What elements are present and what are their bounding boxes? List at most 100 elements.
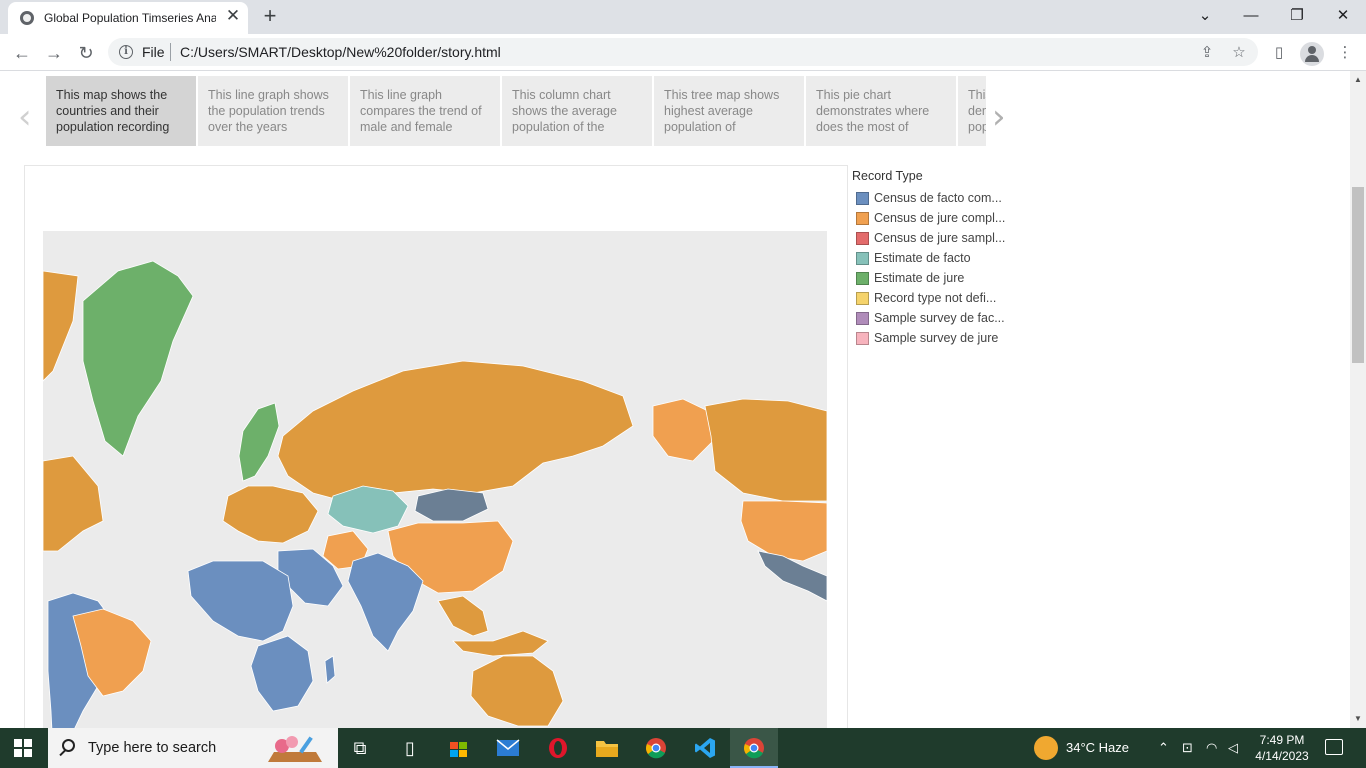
scroll-down-arrow-icon[interactable]: ▼ bbox=[1354, 714, 1362, 723]
search-icon bbox=[62, 739, 75, 752]
profile-avatar-icon[interactable] bbox=[1300, 42, 1324, 66]
clock-time: 7:49 PM bbox=[1259, 733, 1305, 747]
windows-taskbar: Type here to search ⧉ ▯ 34°C Haze ⌃ ⊡ ◠ … bbox=[0, 728, 1366, 768]
microsoft-store-icon[interactable] bbox=[445, 734, 473, 762]
opera-browser-icon[interactable] bbox=[544, 734, 572, 762]
wifi-icon[interactable]: ◠ bbox=[1206, 740, 1218, 755]
legend-item[interactable]: Estimate de jure bbox=[852, 269, 1022, 289]
tab-close-button[interactable]: ✕ bbox=[225, 6, 241, 25]
legend-item[interactable]: Sample survey de jure bbox=[852, 329, 1022, 349]
legend-title: Record Type bbox=[852, 169, 923, 183]
legend-item[interactable]: Census de jure compl... bbox=[852, 209, 1022, 229]
legend-label: Census de jure sampl... bbox=[874, 231, 1006, 245]
task-view-icon[interactable]: ⧉ bbox=[353, 737, 367, 758]
clock-date: 4/14/2023 bbox=[1255, 749, 1309, 763]
story-point-caption: This tree map shows highest average popu… bbox=[664, 88, 780, 134]
legend-label: Estimate de jure bbox=[874, 271, 965, 285]
weather-text[interactable]: 34°C Haze bbox=[1066, 740, 1130, 755]
notification-icon[interactable] bbox=[1325, 739, 1343, 755]
page-scrollbar[interactable]: ▲ ▼ bbox=[1350, 71, 1366, 728]
side-panel-icon[interactable]: ▯ bbox=[1274, 44, 1284, 61]
chrome-icon[interactable] bbox=[642, 734, 670, 762]
globe-icon bbox=[20, 11, 34, 25]
region-southeast-asia bbox=[437, 595, 549, 657]
world-map-svg[interactable] bbox=[43, 231, 827, 728]
reload-button[interactable]: ↻ bbox=[78, 43, 94, 63]
region-kazakhstan bbox=[327, 485, 409, 534]
story-point-2[interactable]: This line graph shows the population tre… bbox=[198, 76, 348, 146]
new-tab-button[interactable]: + bbox=[263, 3, 277, 28]
region-africa-south bbox=[250, 635, 336, 712]
legend-label: Estimate de facto bbox=[874, 251, 971, 265]
share-icon[interactable]: ⇪ bbox=[1200, 44, 1214, 61]
region-scandinavia bbox=[238, 402, 280, 482]
restore-button[interactable]: ❐ bbox=[1290, 7, 1304, 24]
world-map[interactable] bbox=[43, 231, 827, 728]
legend-swatch bbox=[856, 252, 869, 265]
legend-label: Census de facto com... bbox=[874, 191, 1002, 205]
story-point-1[interactable]: This map shows the countries and their p… bbox=[46, 76, 196, 146]
scroll-up-arrow-icon[interactable]: ▲ bbox=[1354, 75, 1362, 84]
minimize-button[interactable]: — bbox=[1243, 7, 1259, 24]
clock[interactable]: 7:49 PM 4/14/2023 bbox=[1252, 732, 1312, 764]
story-point-4[interactable]: This column chart shows the average popu… bbox=[502, 76, 652, 146]
chrome-active-icon[interactable] bbox=[740, 734, 768, 762]
legend-label: Census de jure compl... bbox=[874, 211, 1006, 225]
browser-menu-icon[interactable]: ⋮ bbox=[1337, 44, 1353, 61]
legend-label: Record type not defi... bbox=[874, 291, 997, 305]
mail-icon[interactable] bbox=[494, 734, 522, 762]
address-bar[interactable]: i File C:/Users/SMART/Desktop/New%20fold… bbox=[108, 38, 1258, 66]
legend-item[interactable]: Census de jure sampl... bbox=[852, 229, 1022, 249]
story-point-3[interactable]: This line graph compares the trend of ma… bbox=[350, 76, 500, 146]
region-north-america-west bbox=[43, 270, 104, 552]
region-africa-north bbox=[187, 560, 294, 642]
info-icon[interactable]: i bbox=[119, 45, 133, 59]
legend-swatch bbox=[856, 192, 869, 205]
back-button[interactable]: ← bbox=[13, 43, 31, 63]
browser-tab[interactable]: Global Population Timseries Anal ✕ bbox=[8, 2, 248, 34]
weather-haze-icon[interactable] bbox=[1034, 736, 1058, 760]
file-icon[interactable]: ▯ bbox=[405, 737, 415, 758]
story-point-caption: This column chart shows the average popu… bbox=[512, 88, 617, 134]
windows-start-icon[interactable] bbox=[14, 739, 32, 757]
story-point-7[interactable]: This chart demonstrates population bbox=[958, 76, 986, 146]
story-point-6[interactable]: This pie chart demonstrates where does t… bbox=[806, 76, 956, 146]
legend-swatch bbox=[856, 312, 869, 325]
region-mexico bbox=[757, 550, 827, 602]
tray-chevron-up-icon[interactable]: ⌃ bbox=[1158, 740, 1169, 755]
url-separator bbox=[170, 43, 171, 61]
volume-icon[interactable]: ◁ bbox=[1228, 740, 1238, 755]
device-icon[interactable]: ⊡ bbox=[1182, 740, 1193, 755]
tab-search-button[interactable]: ⌄ bbox=[1198, 7, 1212, 24]
close-window-button[interactable]: ✕ bbox=[1336, 7, 1350, 24]
scrollbar-thumb[interactable] bbox=[1352, 187, 1364, 363]
region-russia bbox=[277, 360, 634, 502]
story-point-5[interactable]: This tree map shows highest average popu… bbox=[654, 76, 804, 146]
file-explorer-icon[interactable] bbox=[593, 734, 621, 762]
story-prev-arrow[interactable]: ‹ bbox=[18, 97, 32, 137]
legend-record-type: Record Type Census de facto com... Censu… bbox=[852, 169, 1022, 349]
region-europe bbox=[222, 485, 319, 544]
region-india bbox=[347, 552, 424, 652]
url-scheme: File bbox=[142, 44, 165, 60]
vscode-icon[interactable] bbox=[691, 734, 719, 762]
url-text[interactable]: C:/Users/SMART/Desktop/New%20folder/stor… bbox=[180, 44, 501, 60]
legend-swatch bbox=[856, 212, 869, 225]
forward-button[interactable]: → bbox=[45, 43, 63, 63]
bookmark-star-icon[interactable]: ☆ bbox=[1232, 44, 1246, 61]
legend-swatch bbox=[856, 332, 869, 345]
taskbar-search-box[interactable]: Type here to search bbox=[48, 728, 338, 768]
legend-item[interactable]: Sample survey de fac... bbox=[852, 309, 1022, 329]
region-greenland bbox=[82, 260, 194, 457]
legend-item[interactable]: Census de facto com... bbox=[852, 189, 1022, 209]
legend-item[interactable]: Record type not defi... bbox=[852, 289, 1022, 309]
address-toolbar: ← → ↻ i File C:/Users/SMART/Desktop/New%… bbox=[0, 34, 1366, 71]
taskbar-search-placeholder: Type here to search bbox=[88, 740, 217, 756]
legend-item[interactable]: Estimate de facto bbox=[852, 249, 1022, 269]
legend-label: Sample survey de fac... bbox=[874, 311, 1005, 325]
region-mongolia bbox=[414, 488, 489, 522]
story-point-caption: This chart demonstrates population bbox=[968, 88, 986, 134]
search-highlight-art-icon bbox=[268, 736, 322, 762]
legend-swatch bbox=[856, 272, 869, 285]
story-next-arrow[interactable]: › bbox=[992, 97, 1006, 137]
